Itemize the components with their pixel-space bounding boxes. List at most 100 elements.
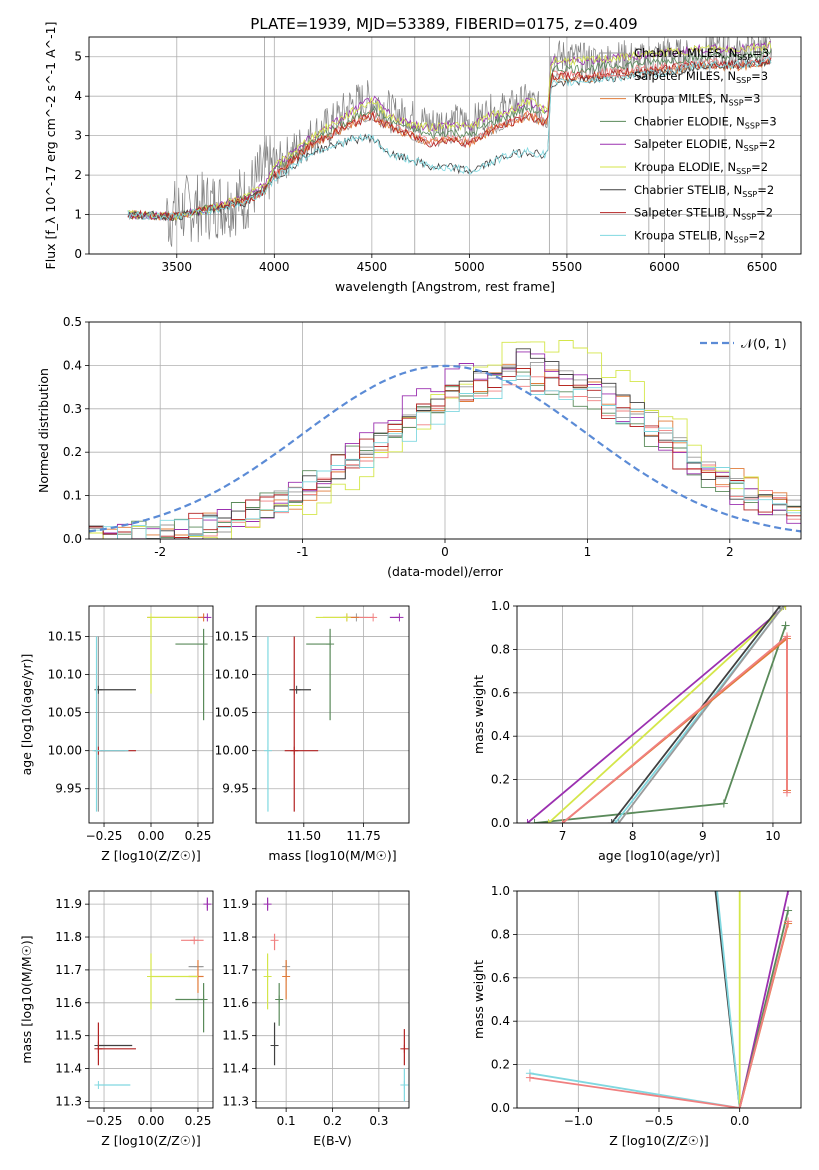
x-tick-label: 0.2 bbox=[323, 1114, 342, 1128]
legend-label: Kroupa STELIB, NSSP=2 bbox=[634, 228, 765, 244]
x-tick-label: 7 bbox=[559, 829, 567, 843]
x-tick-label: 0.25 bbox=[185, 829, 212, 843]
plot-area bbox=[523, 606, 791, 823]
y-tick-label: 11.7 bbox=[55, 963, 82, 977]
y-tick-label: 1.0 bbox=[491, 884, 510, 898]
x-tick-label: −0.25 bbox=[86, 1114, 123, 1128]
panel-age_vs_Z: −0.25 0.00 0.25 9.95 10.00 10.05 10.10 10.15 Z [… bbox=[19, 605, 214, 863]
y-tick-label: 0.6 bbox=[491, 971, 510, 985]
legend-label: Kroupa ELODIE, NSSP=2 bbox=[634, 160, 768, 176]
y-tick-label: 3 bbox=[74, 129, 82, 143]
legend: Chabrier MILES, NSSP=3 Salpeter MILES, NS… bbox=[600, 46, 777, 244]
y-tick-label: 0.2 bbox=[491, 1058, 510, 1072]
x-tick-label: 8 bbox=[629, 829, 637, 843]
x-tick-label: −0.25 bbox=[86, 829, 123, 843]
y-tick-label: 11.6 bbox=[222, 996, 249, 1010]
errorbar-point bbox=[147, 613, 198, 694]
model-line bbox=[127, 57, 772, 222]
errorbar-point bbox=[284, 636, 319, 812]
legend-label: Chabrier ELODIE, NSSP=3 bbox=[634, 114, 777, 130]
y-tick-label: 1.0 bbox=[491, 599, 510, 613]
x-axis-label: E(B-V) bbox=[313, 1133, 352, 1148]
y-axis-label: mass [log10(M/M☉)] bbox=[19, 935, 34, 1063]
y-axis-label: mass weight bbox=[471, 960, 486, 1039]
model-line bbox=[127, 48, 772, 221]
errorbar-point bbox=[270, 933, 279, 951]
y-tick-label: 4 bbox=[74, 89, 82, 103]
y-tick-label: 0.2 bbox=[63, 445, 82, 459]
errorbar-point bbox=[263, 953, 272, 1010]
errorbar-point bbox=[94, 636, 125, 812]
legend-label: Salpeter ELODIE, NSSP=2 bbox=[634, 137, 776, 153]
mass-weight-line bbox=[529, 921, 789, 1108]
legend-label: Salpeter MILES, NSSP=3 bbox=[634, 69, 768, 85]
errorbar-point bbox=[94, 685, 136, 694]
errorbar-point bbox=[400, 1029, 409, 1066]
y-tick-label: 0.0 bbox=[491, 816, 510, 830]
x-axis-label: mass [log10(M/M☉)] bbox=[268, 848, 396, 863]
axes-frame bbox=[88, 36, 802, 255]
legend: 𝒩(0, 1) bbox=[700, 336, 787, 351]
x-axis-label: age [log10(age/yr)] bbox=[598, 848, 720, 863]
errorbar-point bbox=[263, 636, 272, 812]
axes-frame bbox=[88, 890, 214, 1109]
errorbar-point bbox=[389, 613, 404, 622]
x-tick-label: 0.00 bbox=[138, 1114, 165, 1128]
legend-label: 𝒩(0, 1) bbox=[741, 336, 787, 351]
errorbar-point bbox=[282, 960, 291, 1000]
x-axis-label: Z [log10(Z/Z☉)] bbox=[101, 848, 201, 863]
x-tick-label: 10 bbox=[765, 829, 780, 843]
y-tick-label: 0.8 bbox=[491, 642, 510, 656]
plot-area bbox=[263, 897, 409, 1102]
x-axis-label: Z [log10(Z/Z☉)] bbox=[101, 1133, 201, 1148]
histogram-step bbox=[89, 351, 801, 539]
x-tick-label: 3500 bbox=[162, 260, 193, 274]
x-tick-label: 4000 bbox=[259, 260, 290, 274]
x-tick-label: 9 bbox=[699, 829, 707, 843]
y-tick-label: 0.4 bbox=[491, 729, 510, 743]
errorbar-point bbox=[175, 983, 208, 1033]
x-tick-label: −1.0 bbox=[564, 1114, 593, 1128]
errorbar-point bbox=[175, 628, 208, 721]
plot-area bbox=[263, 613, 404, 812]
y-tick-label: 2 bbox=[74, 168, 82, 182]
errorbar-point bbox=[270, 1022, 279, 1066]
legend-label: Salpeter STELIB, NSSP=2 bbox=[634, 206, 773, 222]
x-axis-label: Z [log10(Z/Z☉)] bbox=[609, 1133, 709, 1148]
x-tick-label: 0.0 bbox=[730, 1114, 749, 1128]
legend-label: Chabrier STELIB, NSSP=2 bbox=[634, 183, 774, 199]
mass-weight-line bbox=[562, 634, 788, 823]
panel-massweight_vs_age: 7 8 9 10 0.0 0.2 0.4 0.6 0.8 1.0 age [log10(age/yr… bbox=[471, 599, 802, 863]
errorbar-point bbox=[289, 685, 311, 694]
y-tick-label: 0.0 bbox=[63, 532, 82, 546]
errorbar-point bbox=[400, 1068, 409, 1102]
y-tick-label: 10.15 bbox=[48, 629, 82, 643]
errorbar-point bbox=[203, 613, 212, 622]
y-axis-label: Normed distribution bbox=[36, 368, 51, 493]
data-spectrum-line bbox=[127, 37, 773, 247]
axes-frame bbox=[255, 605, 410, 824]
y-tick-label: 0.2 bbox=[491, 773, 510, 787]
y-tick-label: 11.7 bbox=[222, 963, 249, 977]
y-tick-label: 1 bbox=[74, 208, 82, 222]
model-line bbox=[127, 40, 772, 221]
y-axis-label: mass weight bbox=[471, 675, 486, 754]
mass-weight-line bbox=[547, 606, 787, 823]
errorbar-point bbox=[263, 897, 272, 911]
errorbar-point bbox=[94, 1022, 136, 1066]
plot-area bbox=[525, 891, 793, 1108]
errorbar-point bbox=[94, 1080, 131, 1089]
x-tick-label: 0.1 bbox=[277, 1114, 296, 1128]
plot-area bbox=[92, 613, 212, 812]
axes-frame bbox=[88, 605, 214, 824]
axes-frame bbox=[255, 890, 410, 1109]
y-tick-label: 10.00 bbox=[48, 744, 82, 758]
errorbar-point bbox=[188, 962, 204, 971]
x-tick-label: 4500 bbox=[357, 260, 388, 274]
normal-curve bbox=[89, 364, 801, 533]
x-tick-label: 2 bbox=[726, 545, 734, 559]
y-tick-label: 10.05 bbox=[48, 706, 82, 720]
y-tick-label: 0.8 bbox=[491, 927, 510, 941]
y-tick-label: 10.05 bbox=[215, 706, 249, 720]
